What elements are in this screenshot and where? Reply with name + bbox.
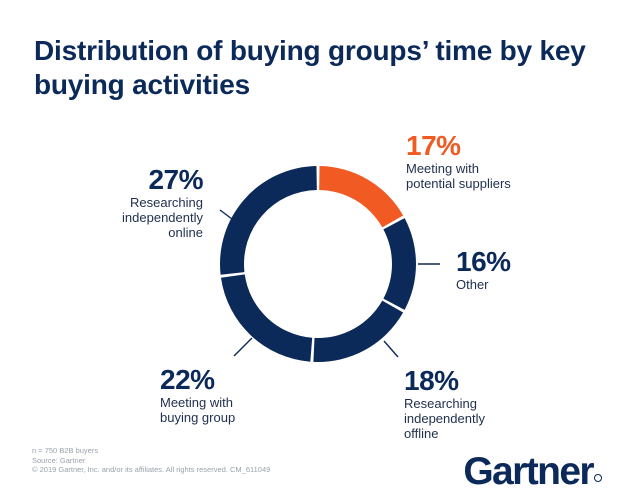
leader-buying-group [233, 337, 253, 357]
slice-label-buying-group: 22% Meeting with buying group [160, 364, 236, 426]
slice-label-other: 16% Other [456, 246, 511, 293]
logo-text: Gartner [463, 450, 594, 493]
slice-caption: Meeting with potential suppliers [406, 161, 511, 191]
slice-caption: Researching independently online [122, 195, 203, 240]
slice-caption: Meeting with buying group [160, 395, 236, 425]
slice-value: 18% [404, 365, 459, 396]
slice-value: 27% [148, 164, 203, 195]
donut-segments [220, 166, 416, 362]
footnote-source: Source: Gartner [32, 455, 86, 465]
logo-dot [594, 474, 602, 482]
slice-value: 22% [160, 364, 215, 395]
footnote-copyright: © 2019 Gartner, Inc. and/or its affiliat… [32, 465, 271, 474]
slice-value: 16% [456, 246, 511, 277]
footnote-sample: n = 750 B2B buyers [32, 446, 99, 455]
segment-research-online [220, 166, 317, 275]
slice-value: 17% [406, 130, 461, 161]
slice-caption: Other [456, 277, 489, 292]
gartner-logo: Gartner [463, 452, 602, 492]
segment-research-offline [313, 300, 404, 362]
footnote: n = 750 B2B buyers Source: Gartner © 201… [32, 446, 270, 475]
segment-buying-group [220, 274, 313, 362]
leader-lines [219, 209, 440, 358]
slice-label-meeting-suppliers: 17% Meeting with potential suppliers [406, 130, 511, 192]
slice-label-research-offline: 18% Researching independently offline [404, 365, 485, 442]
leader-research-offline [383, 340, 399, 358]
segment-other [383, 218, 416, 310]
slice-label-research-online: 27% Researching independently online [122, 164, 203, 241]
slice-caption: Researching independently offline [404, 396, 485, 441]
leader-research-online [219, 209, 237, 223]
segment-meeting-suppliers [319, 166, 404, 228]
chart-title: Distribution of buying groups’ time by k… [34, 35, 586, 100]
